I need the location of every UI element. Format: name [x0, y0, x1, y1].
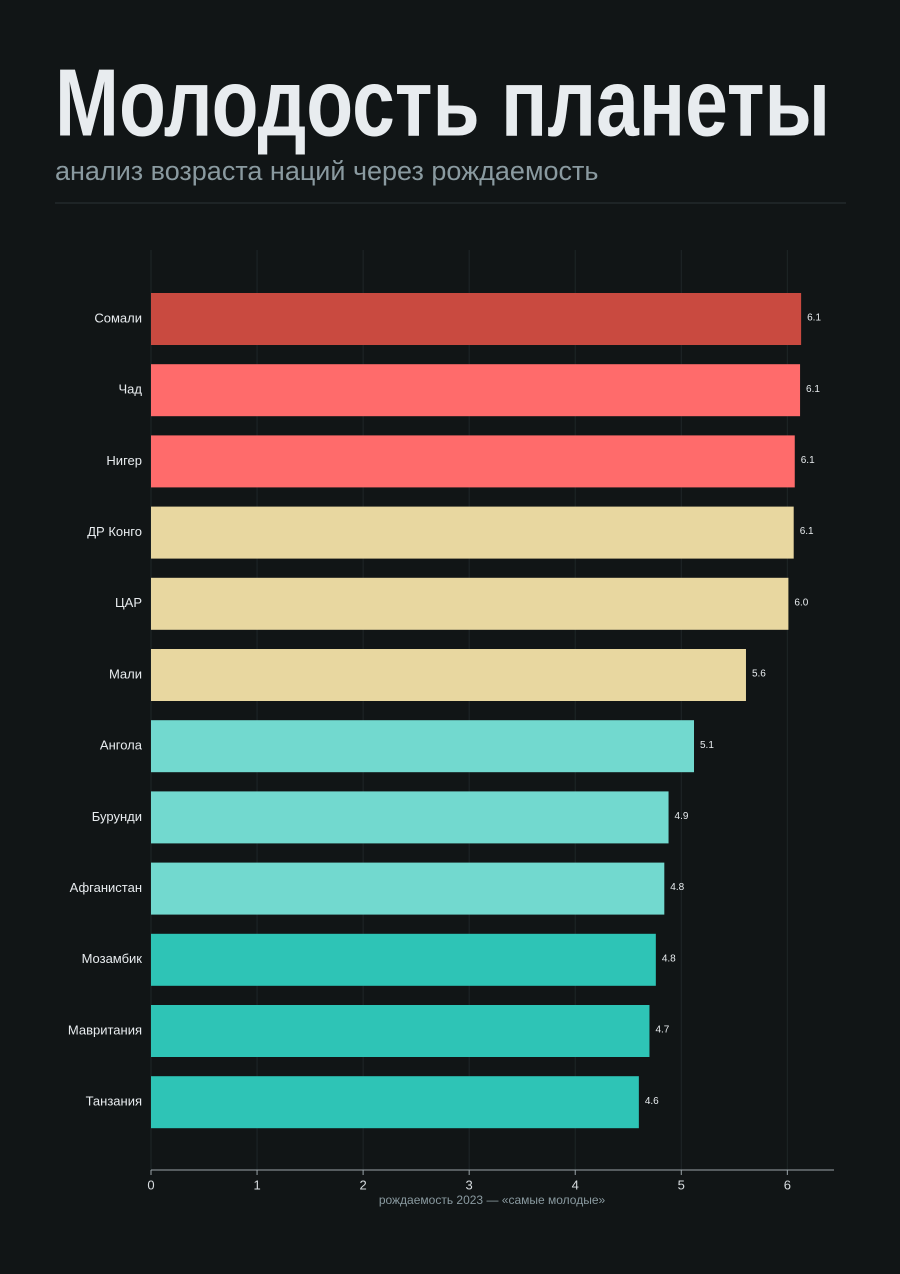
x-tick-label: 0 — [147, 1177, 154, 1192]
x-tick-label: 2 — [359, 1177, 366, 1192]
y-tick-label: Нигер — [106, 453, 142, 468]
value-label: 6.0 — [794, 597, 808, 608]
bar — [151, 1005, 650, 1057]
bar — [151, 862, 665, 915]
bar — [151, 720, 695, 773]
y-tick-label: Мали — [109, 666, 142, 681]
bar — [151, 933, 656, 986]
x-tick-label: 4 — [572, 1177, 579, 1192]
bar — [151, 649, 746, 701]
y-tick-label: Танзания — [86, 1094, 142, 1109]
bar — [151, 435, 795, 488]
bar — [151, 1076, 639, 1129]
value-label: 5.6 — [752, 669, 766, 680]
y-tick-label: Мозамбик — [82, 951, 143, 966]
y-tick-label: Сомали — [94, 310, 142, 325]
value-label: 4.9 — [675, 811, 689, 822]
chart-subtitle: анализ возраста наций через рождаемость — [55, 156, 598, 186]
y-tick-label: Чад — [119, 382, 143, 397]
y-tick-label: ДР Конго — [87, 524, 142, 539]
bar — [151, 364, 801, 417]
y-tick-label: Ангола — [100, 738, 143, 753]
bar — [151, 293, 802, 345]
bar — [151, 791, 669, 844]
bar — [151, 506, 794, 559]
x-tick-label: 1 — [253, 1177, 260, 1192]
y-tick-label: Афганистан — [70, 880, 142, 895]
x-tick-label: 6 — [784, 1177, 791, 1192]
value-label: 5.1 — [700, 740, 714, 751]
value-label: 6.1 — [801, 455, 815, 466]
y-tick-label: Мавритания — [68, 1022, 142, 1037]
value-label: 6.1 — [806, 384, 820, 395]
value-label: 4.8 — [670, 882, 684, 893]
value-label: 4.7 — [655, 1025, 669, 1036]
y-tick-label: ЦАР — [115, 595, 142, 610]
x-tick-label: 5 — [678, 1177, 685, 1192]
bar — [151, 577, 789, 630]
y-tick-label: Бурунди — [92, 809, 142, 824]
value-label: 6.1 — [807, 313, 821, 324]
x-axis-label: рождаемость 2023 — «самые молодые» — [379, 1193, 606, 1207]
value-label: 4.8 — [662, 953, 676, 964]
value-label: 4.6 — [645, 1096, 659, 1107]
chart-title: Молодость планеты — [55, 49, 830, 156]
x-tick-label: 3 — [466, 1177, 473, 1192]
value-label: 6.1 — [800, 526, 814, 537]
